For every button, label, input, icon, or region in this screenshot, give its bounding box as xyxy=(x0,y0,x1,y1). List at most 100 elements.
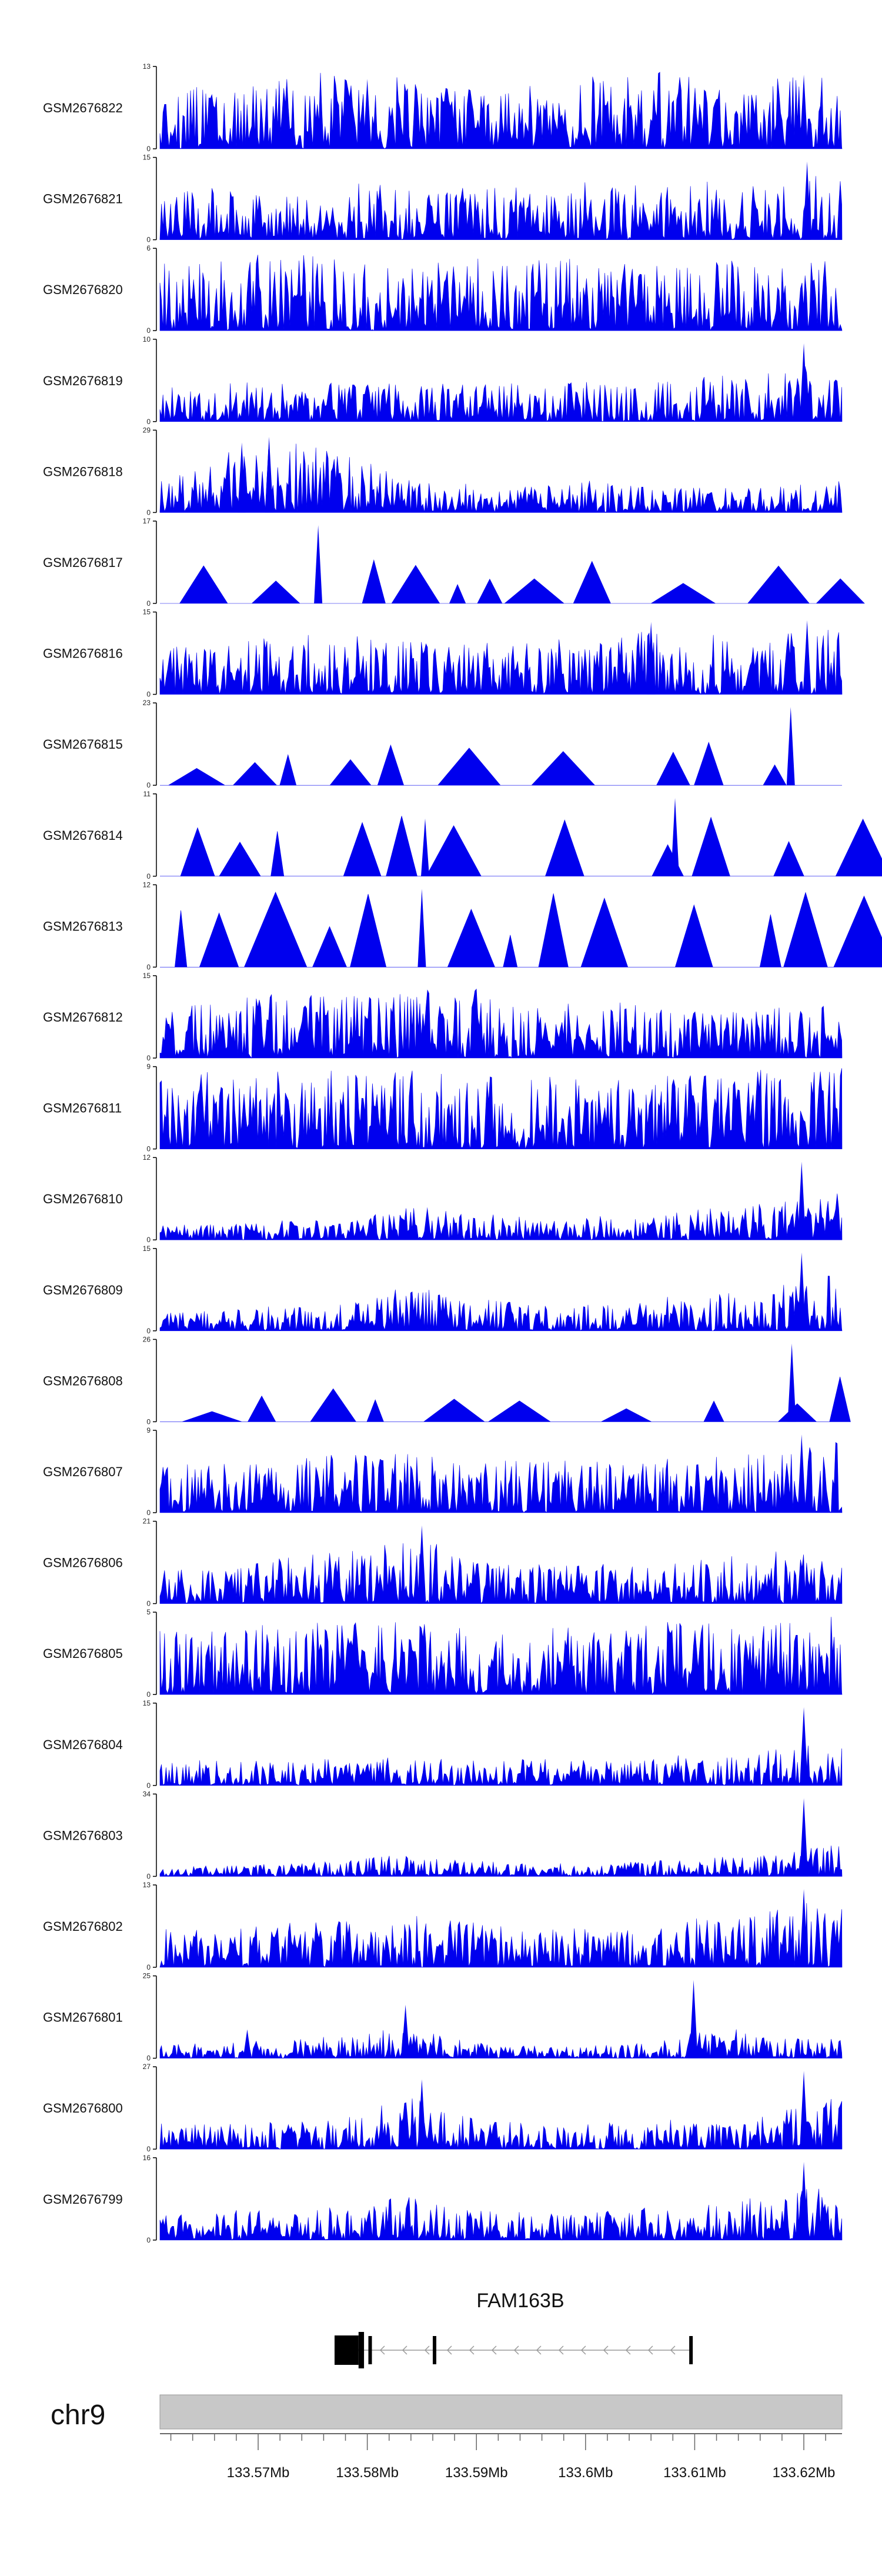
signal-peak xyxy=(797,1162,806,1240)
y-max-label: 16 xyxy=(143,2154,151,2162)
x-tick-label: 133.59Mb xyxy=(445,2465,508,2481)
y-max-label: 34 xyxy=(143,1790,151,1798)
track-GSM2676815: GSM2676815 23 0 xyxy=(43,699,842,789)
coverage-area xyxy=(159,72,843,149)
signal-peak xyxy=(401,2004,410,2058)
track-GSM2676799: GSM2676799 16 0 xyxy=(43,2154,843,2244)
y-max-label: 17 xyxy=(143,517,151,525)
strand-arrow xyxy=(513,2345,519,2355)
signal-peak xyxy=(421,818,430,876)
track-GSM2676816: GSM2676816 15 0 xyxy=(43,608,843,699)
y-max-label: 15 xyxy=(143,972,151,980)
signal-peak xyxy=(800,1889,808,1967)
track-label: GSM2676814 xyxy=(43,828,123,843)
y-min-label: 0 xyxy=(146,1509,151,1517)
y-min-label: 0 xyxy=(146,508,151,516)
strand-arrow xyxy=(625,2345,631,2355)
coverage-area xyxy=(160,742,842,786)
strand-arrow xyxy=(647,2345,653,2355)
y-max-label: 21 xyxy=(143,1517,151,1526)
coverage-area xyxy=(159,1617,843,1696)
y-min-label: 0 xyxy=(146,599,151,608)
coverage-area xyxy=(159,1746,843,1786)
signal-peak xyxy=(786,707,795,786)
y-max-label: 15 xyxy=(143,154,151,162)
track-GSM2676800: GSM2676800 27 0 xyxy=(43,2063,843,2153)
track-label: GSM2676809 xyxy=(43,1283,123,1297)
strand-arrow xyxy=(580,2345,586,2355)
y-min-label: 0 xyxy=(146,1781,151,1790)
y-min-label: 0 xyxy=(146,963,151,971)
strand-arrow xyxy=(446,2345,452,2355)
y-min-label: 0 xyxy=(146,1600,151,1608)
coverage-area xyxy=(160,559,865,604)
track-label: GSM2676801 xyxy=(43,2010,123,2025)
y-min-label: 0 xyxy=(146,872,151,880)
coverage-area xyxy=(160,816,882,877)
gene-exon xyxy=(689,2336,693,2364)
signal-peak xyxy=(417,2079,426,2150)
strand-arrow xyxy=(424,2345,430,2355)
y-max-label: 5 xyxy=(146,1608,151,1616)
y-max-label: 6 xyxy=(146,244,151,252)
y-max-label: 15 xyxy=(143,608,151,616)
y-max-label: 25 xyxy=(143,1972,151,1980)
y-max-label: 10 xyxy=(143,335,151,343)
track-label: GSM2676822 xyxy=(43,101,123,115)
track-label: GSM2676805 xyxy=(43,1646,123,1661)
coverage-area xyxy=(159,1193,843,1240)
y-min-label: 0 xyxy=(146,2145,151,2153)
y-max-label: 23 xyxy=(143,699,151,707)
x-tick-label: 133.57Mb xyxy=(227,2465,290,2481)
y-max-label: 29 xyxy=(143,426,151,434)
coverage-area xyxy=(159,443,843,513)
x-tick-label: 133.62Mb xyxy=(773,2465,836,2481)
signal-peak xyxy=(800,2071,808,2150)
y-min-label: 0 xyxy=(146,236,151,244)
chromosome-ideogram xyxy=(159,2394,843,2430)
coverage-area xyxy=(159,255,843,331)
coverage-area xyxy=(159,1276,843,1332)
y-max-label: 15 xyxy=(143,1699,151,1707)
strand-arrow xyxy=(670,2345,676,2355)
coverage-area xyxy=(159,2029,843,2059)
track-label: GSM2676807 xyxy=(43,1464,123,1479)
track-GSM2676814: GSM2676814 11 0 xyxy=(43,790,882,880)
signal-peak xyxy=(800,2161,808,2240)
signal-peak xyxy=(238,442,246,513)
track-label: GSM2676813 xyxy=(43,919,123,933)
signal-peak xyxy=(800,75,808,149)
track-label: GSM2676819 xyxy=(43,373,123,388)
signal-peak xyxy=(647,622,656,695)
y-max-label: 13 xyxy=(143,62,151,71)
track-label: GSM2676812 xyxy=(43,1010,123,1025)
y-max-label: 27 xyxy=(143,2063,151,2071)
strand-arrow xyxy=(379,2345,385,2355)
x-tick-label: 133.6Mb xyxy=(558,2465,613,2481)
track-GSM2676805: GSM2676805 5 0 xyxy=(43,1608,843,1699)
track-GSM2676807: GSM2676807 9 0 xyxy=(43,1426,843,1517)
signal-peak xyxy=(671,798,680,876)
track-GSM2676817: GSM2676817 17 0 xyxy=(43,517,865,608)
x-tick-label: 133.58Mb xyxy=(336,2465,399,2481)
track-label: GSM2676804 xyxy=(43,1737,123,1752)
y-min-label: 0 xyxy=(146,1872,151,1880)
signal-peak xyxy=(787,1343,796,1422)
y-min-label: 0 xyxy=(146,1690,151,1699)
track-label: GSM2676815 xyxy=(43,737,123,752)
strand-arrow xyxy=(469,2345,475,2355)
coverage-area xyxy=(159,629,843,695)
track-GSM2676820: GSM2676820 6 0 xyxy=(43,244,843,335)
signal-peak xyxy=(314,525,323,603)
y-min-label: 0 xyxy=(146,1145,151,1153)
track-GSM2676808: GSM2676808 26 0 xyxy=(43,1335,851,1426)
y-min-label: 0 xyxy=(146,1327,151,1335)
track-label: GSM2676799 xyxy=(43,2192,123,2207)
coverage-area xyxy=(160,892,882,967)
coverage-area xyxy=(159,2188,843,2241)
gene-exon xyxy=(334,2335,359,2365)
gene-exon xyxy=(433,2336,436,2364)
track-label: GSM2676806 xyxy=(43,1556,123,1570)
track-label: GSM2676818 xyxy=(43,464,123,479)
